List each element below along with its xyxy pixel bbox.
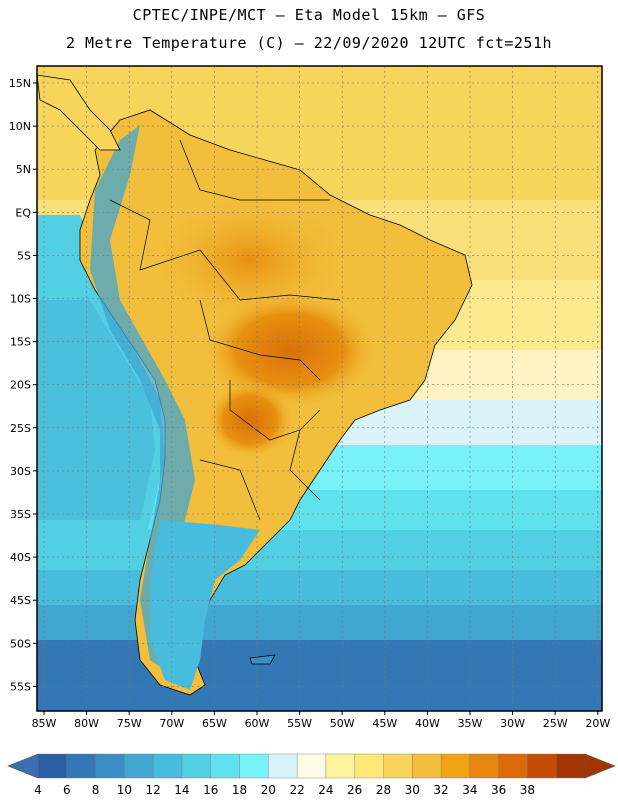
hot-region [200, 290, 380, 410]
lon-tick-label: 40W [415, 717, 440, 730]
colorbar-swatch [412, 753, 442, 779]
colorbar-label: 36 [491, 783, 506, 797]
colorbar-swatch [383, 753, 413, 779]
lon-tick-label: 65W [202, 717, 227, 730]
lon-tick-label: 85W [32, 717, 57, 730]
central-america-land [37, 74, 121, 151]
colorbar-swatch [556, 753, 586, 779]
lon-tick-label: 25W [543, 717, 568, 730]
lat-tick-label: 20S [10, 379, 31, 392]
lon-tick-label: 50W [330, 717, 355, 730]
colorbar-high-arrow [584, 753, 616, 779]
map-frame [36, 65, 603, 712]
colorbar-label: 24 [318, 783, 333, 797]
pacific-cold-water [37, 300, 155, 520]
lat-tick-label: 5N [16, 163, 31, 176]
lat-tick-label: 25S [10, 422, 31, 435]
colorbar-swatch [325, 753, 356, 779]
country-borders [109, 139, 341, 521]
colorbar-label: 20 [261, 783, 276, 797]
colorbar-swatch [527, 753, 557, 779]
lon-tick-label: 45W [372, 717, 397, 730]
lat-tick-label: 5S [17, 249, 31, 262]
lon-tick-label: 80W [74, 717, 99, 730]
latitude-labels: 15N 10N 5N EQ 5S 10S 15S 20S 25S 30S 35S 40S 45S 50S 5… [9, 77, 37, 693]
map-title-model: CPTEC/INPE/MCT – Eta Model 15km – GFS [132, 6, 486, 24]
lon-tick-label: 75W [117, 717, 142, 730]
colorbar-swatch [498, 753, 528, 779]
colorbar-swatch [124, 753, 154, 779]
lat-tick-label: 15S [10, 336, 31, 349]
colorbar-label: 28 [376, 783, 391, 797]
colorbar-swatch [239, 753, 269, 779]
colorbar-swatch [268, 753, 298, 779]
lon-tick-label: 70W [159, 717, 184, 730]
colorbar-label: 16 [203, 783, 218, 797]
hot-region [205, 380, 295, 460]
colorbar-label: 18 [232, 783, 247, 797]
colorbar-swatch [296, 753, 327, 779]
colorbar-label: 22 [289, 783, 304, 797]
colorbar: 4 6 8 10 12 14 16 18 20 22 24 26 28 30 32 34 36 38 [7, 753, 616, 797]
colorbar-label: 4 [34, 783, 42, 797]
colorbar-label: 12 [146, 783, 161, 797]
ocean-band [37, 640, 602, 711]
colorbar-swatch [440, 753, 471, 779]
colorbar-label: 8 [92, 783, 100, 797]
longitude-labels: 85W 80W 75W 70W 65W 60W 55W 50W 45W 40W 35W 30W 25W 2… [32, 711, 610, 730]
graticule [37, 66, 602, 711]
lon-tick-label: 35W [458, 717, 483, 730]
colorbar-swatch [469, 753, 500, 779]
lon-tick-label: 55W [287, 717, 312, 730]
colorbar-swatch [210, 753, 241, 779]
lat-tick-label: 15N [9, 77, 31, 90]
colorbar-label: 32 [433, 783, 448, 797]
colorbar-label: 38 [520, 783, 535, 797]
lat-tick-label: 35S [10, 508, 31, 521]
colorbar-label: 14 [174, 783, 189, 797]
patagonia-cool [150, 520, 260, 690]
colorbar-low-arrow [7, 753, 39, 779]
map-canvas [37, 66, 602, 711]
map-title-variable: 2 Metre Temperature (C) – 22/09/2020 12U… [65, 34, 553, 52]
colorbar-swatch [354, 753, 384, 779]
lat-tick-label: 55S [10, 680, 31, 693]
colorbar-label: 26 [347, 783, 362, 797]
lat-tick-label: 10N [9, 120, 31, 133]
colorbar-label: 10 [117, 783, 132, 797]
colorbar-swatch [95, 753, 125, 779]
colorbar-label: 30 [405, 783, 420, 797]
lon-tick-label: 30W [500, 717, 525, 730]
colorbar-label: 6 [63, 783, 71, 797]
lon-tick-label: 60W [245, 717, 270, 730]
colorbar-swatch [152, 753, 183, 779]
lat-tick-label: 50S [10, 637, 31, 650]
lat-tick-label: 40S [10, 551, 31, 564]
colorbar-swatch [181, 753, 212, 779]
colorbar-swatch [37, 753, 68, 779]
lat-tick-label: 10S [10, 293, 31, 306]
lon-tick-label: 20W [585, 717, 610, 730]
lat-tick-label: EQ [15, 206, 31, 219]
falkland-islands [249, 654, 276, 665]
colorbar-label: 34 [462, 783, 477, 797]
colorbar-swatch [66, 753, 97, 779]
lat-tick-label: 45S [10, 594, 31, 607]
lat-tick-label: 30S [10, 465, 31, 478]
